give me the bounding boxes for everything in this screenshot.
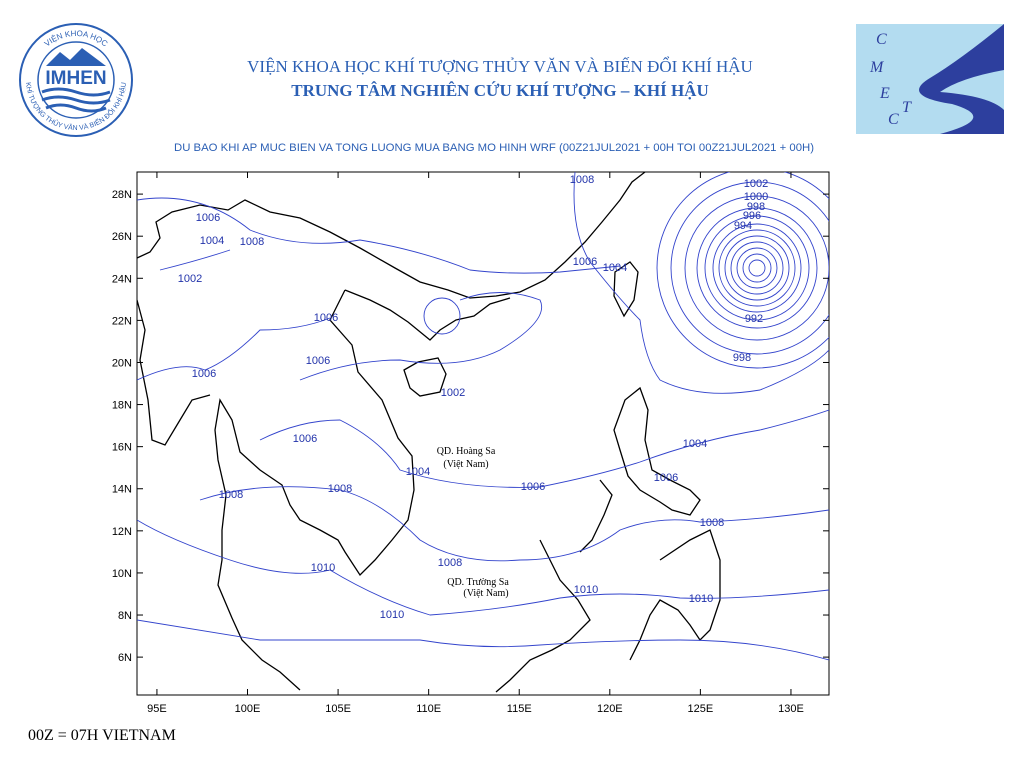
isobar-label: 1002 [441, 387, 465, 399]
island-country: (Việt Nam) [463, 588, 508, 599]
map-layers [137, 172, 829, 693]
logo-text: IMHEN [45, 68, 106, 89]
x-tick-label: 105E [325, 703, 351, 715]
x-tick-label: 100E [235, 703, 261, 715]
x-tick-label: 125E [688, 703, 714, 715]
y-tick-label: 12N [112, 526, 132, 538]
coastlines [137, 172, 721, 693]
x-tick-label: 120E [597, 703, 623, 715]
isobar-label: 1006 [314, 312, 338, 324]
isobars [137, 172, 829, 661]
isobar-label: 1006 [293, 433, 317, 445]
isobar-label: 1006 [306, 355, 330, 367]
isobar-label: 996 [743, 210, 761, 222]
y-tick-label: 14N [112, 484, 132, 496]
isobar-label: 1002 [178, 273, 202, 285]
isobar-label: 1004 [683, 438, 707, 450]
isobar-label: 1004 [603, 262, 627, 274]
isobar-label: 992 [745, 313, 763, 325]
logo-letter: C [876, 31, 887, 48]
isobar-label: 1002 [744, 178, 768, 190]
isobar-label: 1010 [380, 609, 404, 621]
isobar-label: 1008 [219, 489, 243, 501]
isobar-label: 1006 [654, 472, 678, 484]
isobar-label: 1010 [574, 584, 598, 596]
isobar-label: 1006 [192, 368, 216, 380]
map-frame [136, 171, 830, 696]
isobar-label: 1010 [689, 593, 713, 605]
y-tick-label: 22N [112, 315, 132, 327]
isobar-label: 1004 [200, 235, 224, 247]
x-tick-label: 95E [147, 703, 167, 715]
map: 95E 100E 105E 110E 115E 120E 125E 130E 6N 8N 10N 12… [112, 171, 830, 715]
logo-letter: T [902, 99, 912, 116]
y-tick-label: 20N [112, 357, 132, 369]
isobar-label: 1008 [570, 174, 594, 186]
y-tick-label: 26N [112, 231, 132, 243]
isobar-label: 1006 [521, 481, 545, 493]
isobar-label: 998 [733, 352, 751, 364]
imhen-logo: IMHEN VIỆN KHOA HỌC KHÍ TƯỢNG THỦY VĂN V… [19, 23, 133, 137]
isobar-label: 1008 [700, 517, 724, 529]
isobar-label: 1006 [573, 256, 597, 268]
y-tick-label: 6N [118, 652, 132, 664]
island-name: QD. Trường Sa [447, 577, 509, 588]
isobar-label: 1008 [328, 483, 352, 495]
footer-note: 00Z = 07H VIETNAM [28, 727, 176, 744]
x-tick-label: 110E [416, 703, 441, 715]
logo-letter: M [869, 59, 885, 76]
y-tick-label: 10N [112, 568, 132, 580]
y-tick-label: 16N [112, 442, 132, 454]
island-country: (Việt Nam) [443, 459, 488, 470]
isobar-label: 1000 [744, 191, 768, 203]
isobar-label: 1008 [240, 236, 264, 248]
isobar-label: 1004 [406, 466, 430, 478]
y-tick-label: 18N [112, 400, 132, 412]
y-tick-label: 28N [112, 189, 132, 201]
island-name: QD. Hoàng Sa [437, 446, 496, 457]
map-title: DU BAO KHI AP MUC BIEN VA TONG LUONG MUA… [174, 142, 814, 154]
logo-letter: C [888, 111, 899, 128]
center-name: TRUNG TÂM NGHIÊN CỨU KHÍ TƯỢNG – KHÍ HẬU [291, 81, 708, 100]
x-tick-label: 115E [507, 703, 532, 715]
logo-letter: E [879, 85, 890, 102]
isobar-label: 998 [747, 201, 765, 213]
y-tick-label: 8N [118, 610, 132, 622]
isobar-label: 1008 [438, 557, 462, 569]
x-tick-label: 130E [778, 703, 804, 715]
isobar-label: 1010 [311, 562, 335, 574]
isobar-label: 1006 [196, 212, 220, 224]
axis-ticks: 95E 100E 105E 110E 115E 120E 125E 130E 6N 8N 10N 12… [112, 172, 829, 715]
y-tick-label: 24N [112, 273, 132, 285]
institute-name: VIỆN KHOA HỌC KHÍ TƯỢNG THỦY VĂN VÀ BIẾN… [247, 56, 753, 76]
isobar-label: 994 [734, 220, 752, 232]
